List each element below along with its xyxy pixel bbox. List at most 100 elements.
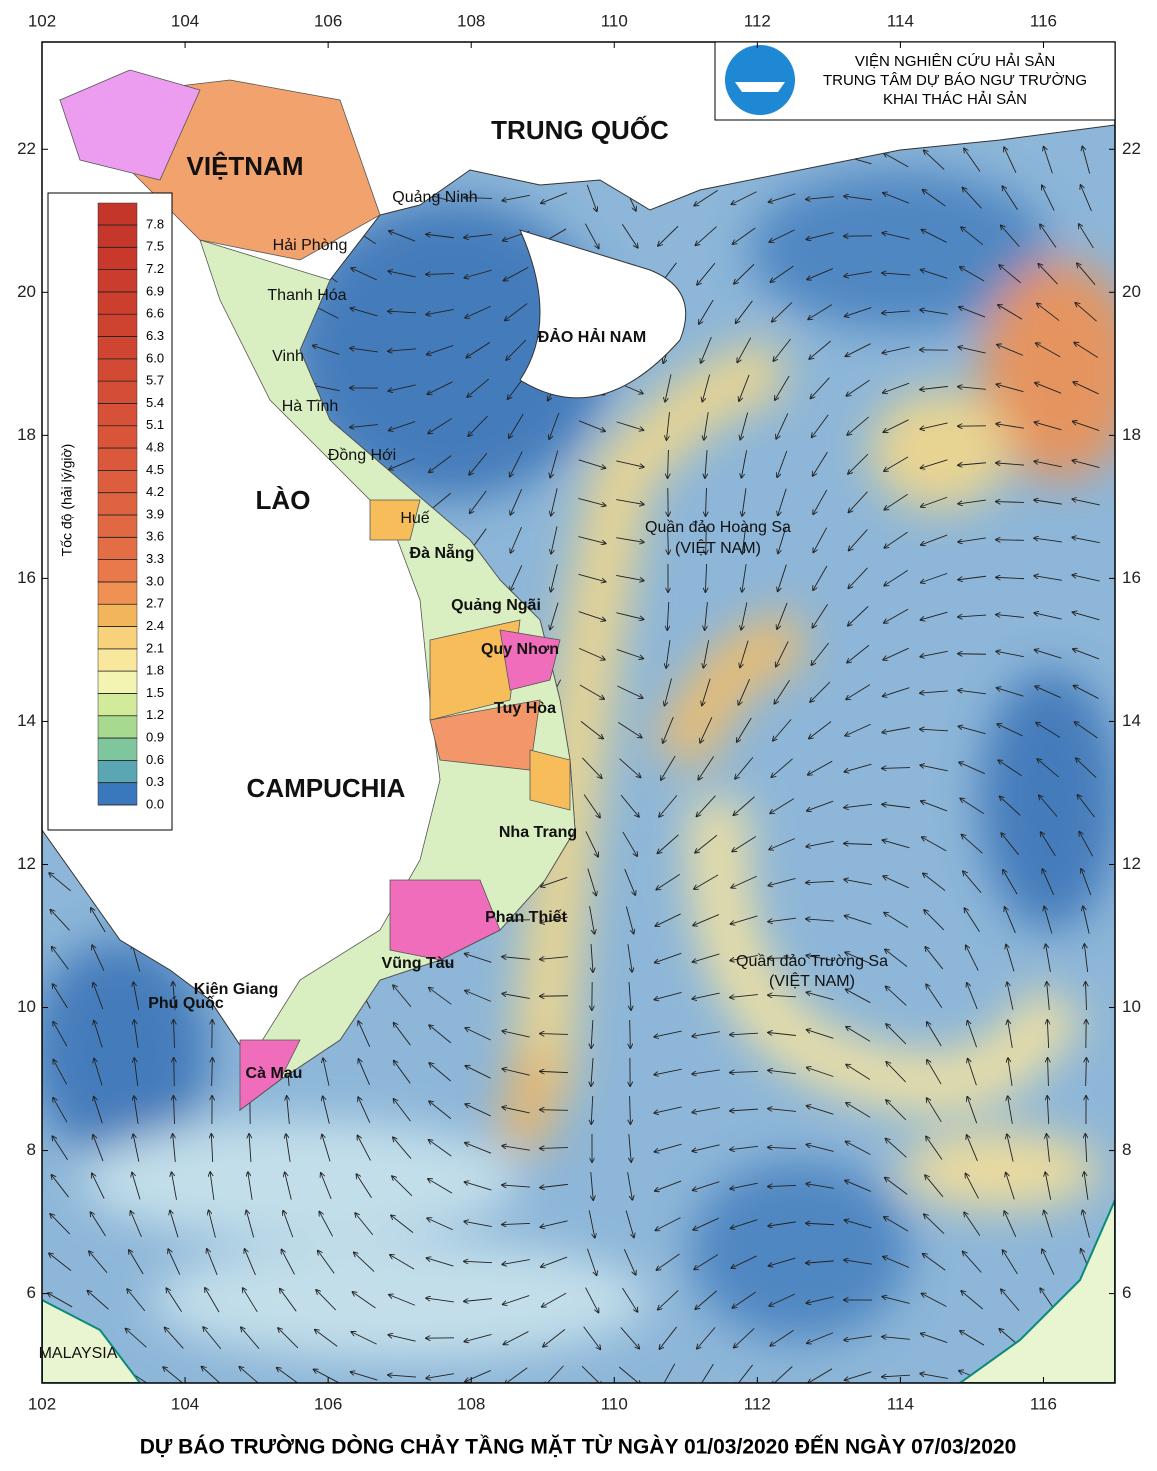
colorbar-swatch	[98, 582, 137, 604]
y-tick-label: 18	[1122, 425, 1141, 444]
colorbar-swatch	[98, 716, 137, 738]
x-tick-label: 110	[601, 1394, 628, 1413]
y-tick-label: 22	[17, 139, 36, 158]
place-label: MALAYSIA	[39, 1345, 118, 1362]
colorbar-label: 3.0	[146, 573, 164, 588]
current-arrow	[958, 654, 986, 655]
colorbar-label: 5.4	[146, 395, 164, 410]
colorbar-label: 4.5	[146, 462, 164, 477]
colorbar-swatch	[98, 470, 137, 492]
place-label: Thanh Hóa	[267, 287, 346, 304]
colorbar-label: 7.5	[146, 239, 164, 254]
header-box: VIỆN NGHIÊN CỨU HẢI SẢN TRUNG TÂM DỰ BÁO…	[715, 42, 1115, 120]
colorbar-label: 0.3	[146, 774, 164, 789]
place-label: Huế	[400, 510, 429, 527]
colorbar-swatch	[98, 560, 137, 582]
colorbar-swatch	[98, 448, 137, 470]
colorbar-swatch	[98, 649, 137, 671]
colorbar-swatch	[98, 337, 137, 359]
colorbar-swatch	[98, 671, 137, 693]
colorbar-label: 1.2	[146, 707, 164, 722]
x-tick-label: 104	[171, 11, 199, 30]
place-label: Đồng Hới	[328, 447, 396, 464]
colorbar-label: 5.7	[146, 373, 164, 388]
y-tick-label: 10	[1122, 997, 1141, 1016]
y-tick-label: 12	[17, 854, 36, 873]
colorbar-swatch	[98, 693, 137, 715]
x-tick-label: 114	[887, 11, 914, 30]
colorbar-label: 7.8	[146, 216, 164, 231]
place-label: (VIỆT NAM)	[769, 971, 855, 990]
colorbar-label: 2.7	[146, 596, 164, 611]
place-label: Quần đảo Trường Sa	[736, 953, 888, 970]
y-tick-label: 8	[27, 1140, 36, 1159]
place-label: Hà Tĩnh	[282, 398, 339, 415]
colorbar-swatch	[98, 537, 137, 559]
colorbar-swatch	[98, 314, 137, 336]
colorbar-label: 0.0	[146, 796, 164, 811]
x-tick-label: 108	[457, 1394, 485, 1413]
colorbar-label: 0.9	[146, 730, 164, 745]
colorbar-swatch	[98, 627, 137, 649]
y-tick-label: 16	[17, 568, 36, 587]
colorbar-label: 1.5	[146, 685, 164, 700]
colorbar-title: Tốc độ (hải lý/giờ)	[59, 444, 75, 557]
x-tick-label: 102	[28, 1394, 56, 1413]
place-label: Phan Thiết	[485, 909, 567, 926]
colorbar-swatch	[98, 426, 137, 448]
y-tick-label: 16	[1122, 568, 1141, 587]
colorbar-swatch	[98, 783, 137, 805]
colorbar-swatch	[98, 247, 137, 269]
colorbar-label: 0.6	[146, 752, 164, 767]
colorbar-swatch	[98, 292, 137, 314]
place-label: CAMPUCHIA	[247, 773, 406, 803]
y-tick-label: 8	[1122, 1140, 1131, 1159]
header-line: KHAI THÁC HẢI SẢN	[883, 91, 1027, 108]
colorbar-label: 6.6	[146, 306, 164, 321]
x-tick-label: 108	[457, 11, 485, 30]
x-tick-label: 116	[1030, 1394, 1057, 1413]
map-title: DỰ BÁO TRƯỜNG DÒNG CHẢY TẦNG MẶT TỪ NGÀY…	[140, 1435, 1017, 1459]
x-tick-label: 104	[171, 1394, 199, 1413]
place-label: Hải Phòng	[273, 237, 348, 254]
y-tick-label: 12	[1122, 854, 1141, 873]
y-tick-label: 14	[1122, 711, 1141, 730]
place-label: ĐẢO HẢI NAM	[538, 327, 646, 346]
colorbar-label: 6.3	[146, 328, 164, 343]
colorbar-swatch	[98, 381, 137, 403]
place-label: Quần đảo Hoàng Sa	[645, 519, 791, 536]
colorbar-label: 6.9	[146, 283, 164, 298]
place-label: Cà Mau	[246, 1065, 303, 1082]
x-tick-label: 114	[887, 1394, 914, 1413]
province	[530, 750, 570, 810]
colorbar-swatch	[98, 738, 137, 760]
y-tick-label: 18	[17, 425, 36, 444]
y-tick-label: 20	[1122, 282, 1141, 301]
header-line: TRUNG TÂM DỰ BÁO NGƯ TRƯỜNG	[823, 72, 1087, 89]
colorbar-swatch	[98, 203, 137, 225]
place-label: (VIỆT NAM)	[675, 538, 761, 557]
place-label: LÀO	[256, 485, 311, 515]
header-line: VIỆN NGHIÊN CỨU HẢI SẢN	[855, 53, 1055, 70]
colorbar: Tốc độ (hải lý/giờ) 0.0 0.3 0.6 0.9 1.2 1.5 1.…	[48, 193, 172, 830]
colorbar-swatch	[98, 270, 137, 292]
colorbar-label: 4.2	[146, 484, 164, 499]
x-tick-label: 106	[314, 11, 342, 30]
colorbar-swatch	[98, 225, 137, 247]
x-tick-label: 112	[744, 11, 771, 30]
current-arrow	[174, 1058, 175, 1086]
place-label: Quy Nhơn	[481, 641, 559, 658]
place-label: Quảng Ngãi	[451, 597, 541, 614]
colorbar-label: 1.8	[146, 663, 164, 678]
place-label: Vũng Tàu	[382, 955, 455, 972]
x-tick-label: 112	[744, 1394, 771, 1413]
colorbar-label: 4.8	[146, 440, 164, 455]
colorbar-label: 5.1	[146, 417, 164, 432]
y-tick-label: 14	[17, 711, 36, 730]
y-tick-label: 10	[17, 997, 36, 1016]
colorbar-swatch	[98, 604, 137, 626]
y-tick-label: 6	[1122, 1283, 1131, 1302]
y-tick-label: 22	[1122, 139, 1141, 158]
ocean	[30, 42, 1140, 1388]
